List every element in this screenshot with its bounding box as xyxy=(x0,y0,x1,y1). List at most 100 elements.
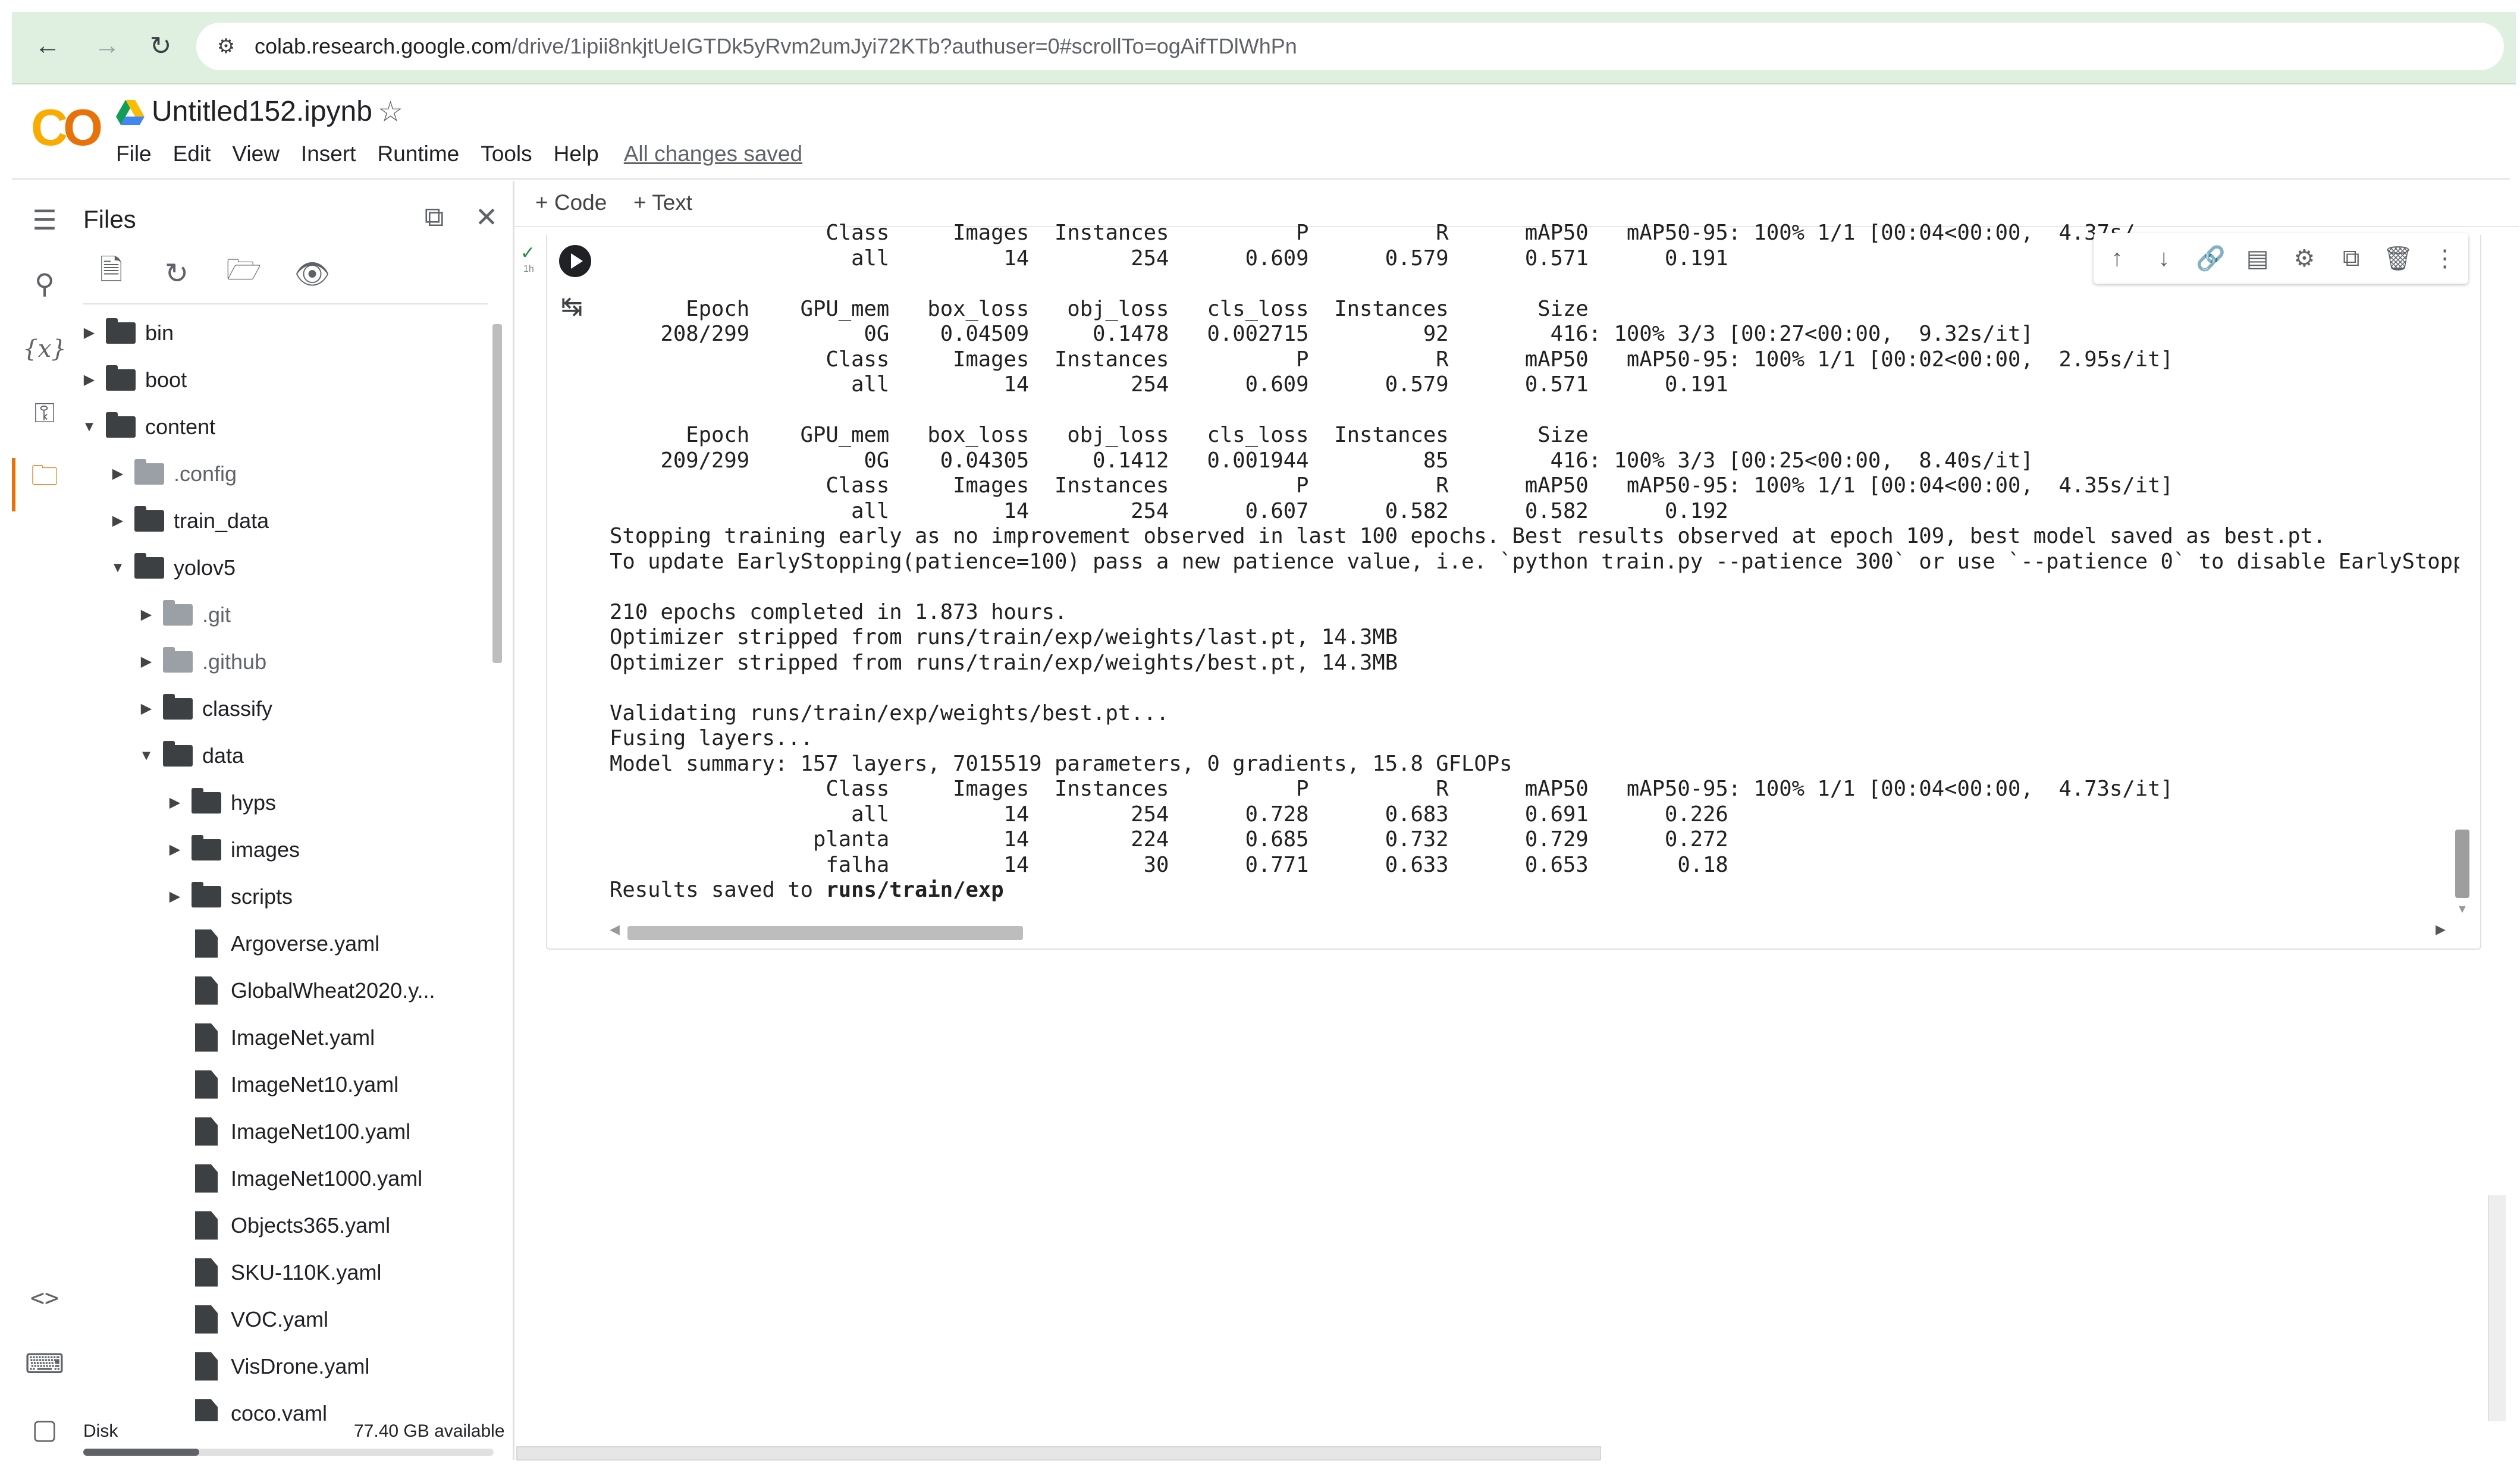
scroll-down-arrow-icon[interactable]: ▼ xyxy=(2456,903,2468,916)
back-icon[interactable]: ← xyxy=(34,31,61,60)
folder-item[interactable]: ▶ .github xyxy=(0,638,494,685)
menu-edit[interactable]: Edit xyxy=(172,142,211,166)
caret-down-icon[interactable]: ▼ xyxy=(111,559,125,576)
caret-right-icon[interactable]: ▶ xyxy=(112,466,124,482)
file-item[interactable]: GlobalWheat2020.y... xyxy=(0,967,494,1014)
output-line: 210 epochs completed in 1.873 hours. xyxy=(610,599,1068,624)
caret-right-icon[interactable]: ▶ xyxy=(169,888,181,904)
file-item[interactable]: ImageNet10.yaml xyxy=(0,1061,494,1108)
reload-icon[interactable]: ↻ xyxy=(149,31,172,61)
code-icon[interactable]: <> xyxy=(30,1284,59,1312)
file-item[interactable]: Objects365.yaml xyxy=(0,1202,494,1249)
add-text-button[interactable]: + Text xyxy=(633,190,693,215)
link-icon[interactable]: 🔗 xyxy=(2195,246,2226,272)
code-cell[interactable] xyxy=(546,235,2481,950)
caret-down-icon[interactable]: ▼ xyxy=(139,747,153,764)
run-cell-button[interactable] xyxy=(559,245,591,277)
folder-item[interactable]: ▶ scripts xyxy=(0,873,494,920)
open-in-tab-icon[interactable]: ⧉ xyxy=(424,201,444,232)
scroll-left-arrow-icon[interactable]: ◀ xyxy=(610,922,620,937)
caret-right-icon[interactable]: ▶ xyxy=(169,794,181,811)
folder-item[interactable]: ▶ .git xyxy=(0,591,494,638)
menu-file[interactable]: File xyxy=(116,142,152,166)
file-icon xyxy=(195,929,218,958)
caret-right-icon[interactable]: ▶ xyxy=(140,701,152,717)
command-palette-icon[interactable]: ⌨ xyxy=(24,1348,65,1379)
menu-runtime[interactable]: Runtime xyxy=(377,142,460,166)
folder-item[interactable]: ▼ content xyxy=(0,403,494,450)
file-icon xyxy=(195,1023,218,1052)
folder-item[interactable]: ▶ images xyxy=(0,826,494,873)
file-item[interactable]: Argoverse.yaml xyxy=(0,920,494,967)
delete-icon[interactable]: 🗑 xyxy=(2383,246,2414,272)
forward-icon[interactable]: → xyxy=(94,31,120,60)
file-item[interactable]: SKU-110K.yaml xyxy=(0,1249,494,1296)
output-line: all 14 254 0.607 0.582 0.582 0.192 xyxy=(610,498,1728,523)
folder-icon xyxy=(192,834,221,860)
file-item[interactable]: coco.yaml xyxy=(0,1390,494,1421)
caret-right-icon[interactable]: ▶ xyxy=(83,372,95,388)
notebook-title[interactable]: Untitled152.ipynb xyxy=(152,96,372,127)
folder-item[interactable]: ▶ classify xyxy=(0,685,494,732)
folder-icon[interactable]: 🗀 xyxy=(31,460,58,491)
file-item[interactable]: VOC.yaml xyxy=(0,1296,494,1343)
save-status[interactable]: All changes saved xyxy=(623,142,803,166)
toc-icon[interactable]: ☰ xyxy=(32,205,57,235)
eye-icon[interactable]: 👁 xyxy=(294,258,331,290)
folder-item[interactable]: ▶ bin xyxy=(0,309,494,356)
folder-item[interactable]: ▼ yolov5 xyxy=(0,544,494,591)
folder-icon xyxy=(163,599,193,626)
menu-help[interactable]: Help xyxy=(553,142,599,166)
google-drive-icon xyxy=(116,100,145,125)
output-horizontal-scroll-thumb[interactable] xyxy=(627,926,1023,940)
menu-insert[interactable]: Insert xyxy=(300,142,356,166)
caret-right-icon[interactable]: ▶ xyxy=(112,513,124,529)
folder-item[interactable]: ▶ hyps xyxy=(0,779,494,826)
site-settings-icon[interactable]: ⚙ xyxy=(216,35,236,58)
toolbar-divider xyxy=(514,226,2519,227)
file-icon xyxy=(195,1352,218,1381)
tree-item-label: Objects365.yaml xyxy=(231,1213,391,1238)
close-panel-icon[interactable]: ✕ xyxy=(475,202,498,233)
file-item[interactable]: ImageNet1000.yaml xyxy=(0,1155,494,1202)
page-horizontal-scrollbar[interactable] xyxy=(516,1446,1601,1461)
terminal-icon[interactable]: ▢ xyxy=(32,1414,58,1444)
star-icon[interactable]: ☆ xyxy=(378,96,404,128)
upload-file-icon[interactable]: 🗎 xyxy=(99,254,123,286)
file-item[interactable]: VisDrone.yaml xyxy=(0,1343,494,1390)
folder-item[interactable]: ▼ data xyxy=(0,732,494,779)
variables-icon[interactable]: {x} xyxy=(23,335,67,363)
folder-item[interactable]: ▶ boot xyxy=(0,356,494,403)
menu-view[interactable]: View xyxy=(232,142,280,166)
tree-item-label: Argoverse.yaml xyxy=(231,931,380,956)
file-item[interactable]: ImageNet.yaml xyxy=(0,1014,494,1061)
menu-tools[interactable]: Tools xyxy=(481,142,532,166)
move-down-icon[interactable]: ↓ xyxy=(2158,245,2170,271)
move-up-icon[interactable]: ↑ xyxy=(2111,245,2123,271)
caret-right-icon[interactable]: ▶ xyxy=(140,607,152,623)
file-tree-scroll-thumb[interactable] xyxy=(492,324,502,663)
panel-splitter[interactable] xyxy=(513,181,514,1460)
refresh-icon[interactable]: ↻ xyxy=(164,258,189,290)
caret-right-icon[interactable]: ▶ xyxy=(140,654,152,670)
mirror-cell-icon[interactable]: ⧉ xyxy=(2342,245,2360,271)
file-item[interactable]: ImageNet100.yaml xyxy=(0,1108,494,1155)
url-field[interactable]: ⚙ colab.research.google.com/drive/1ipii8… xyxy=(196,23,2504,70)
drive-folder-icon[interactable]: 🗁 xyxy=(226,254,262,286)
scroll-right-arrow-icon[interactable]: ▶ xyxy=(2436,922,2446,937)
output-vertical-scroll-thumb[interactable] xyxy=(2455,830,2469,898)
caret-right-icon[interactable]: ▶ xyxy=(83,325,95,341)
output-actions-icon[interactable]: ↹ xyxy=(561,292,583,321)
page-vertical-scrollbar[interactable] xyxy=(2488,1195,2506,1421)
settings-icon[interactable]: ⚙ xyxy=(2293,245,2315,272)
caret-right-icon[interactable]: ▶ xyxy=(169,841,181,858)
more-icon[interactable]: ⋮ xyxy=(2433,245,2457,272)
add-code-button[interactable]: + Code xyxy=(535,190,607,215)
folder-item[interactable]: ▶ train_data xyxy=(0,497,494,544)
colab-logo[interactable]: CO xyxy=(31,99,103,156)
search-icon[interactable]: ⚲ xyxy=(34,268,55,299)
key-icon[interactable]: ⚿ xyxy=(34,397,55,428)
caret-down-icon[interactable]: ▼ xyxy=(82,418,96,435)
comment-icon[interactable]: ▤ xyxy=(2246,245,2269,272)
folder-item[interactable]: ▶ .config xyxy=(0,450,494,497)
